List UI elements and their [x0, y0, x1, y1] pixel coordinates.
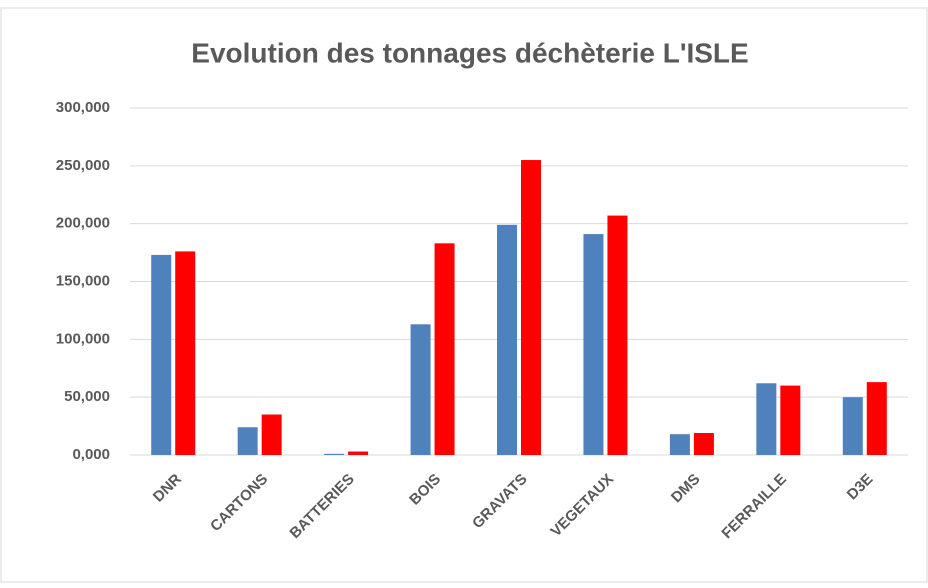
y-tick-label: 50,000	[64, 388, 110, 405]
y-tick-label: 300,000	[56, 99, 110, 116]
chart-title: Evolution des tonnages déchèterie L'ISLE	[191, 37, 748, 68]
chart-frame	[0, 7, 928, 583]
bar	[669, 434, 690, 455]
y-tick-label: 250,000	[56, 157, 110, 174]
bar	[780, 385, 801, 455]
bar	[497, 224, 517, 455]
bar	[237, 427, 258, 455]
bar	[410, 324, 431, 455]
bar	[521, 160, 541, 456]
bar	[324, 453, 345, 455]
y-tick-label: 100,000	[56, 330, 110, 347]
bar	[842, 397, 863, 455]
bar	[175, 251, 196, 455]
y-tick-label: 150,000	[56, 272, 110, 289]
bar	[607, 215, 628, 455]
bar	[583, 234, 604, 455]
bar	[261, 414, 282, 455]
bar	[434, 243, 455, 455]
bar	[348, 451, 369, 455]
bar	[756, 383, 777, 455]
y-tick-label: 0,000	[72, 446, 110, 463]
bar	[151, 254, 172, 455]
y-tick-label: 200,000	[56, 215, 110, 232]
bar	[866, 382, 887, 455]
bar	[693, 433, 714, 455]
